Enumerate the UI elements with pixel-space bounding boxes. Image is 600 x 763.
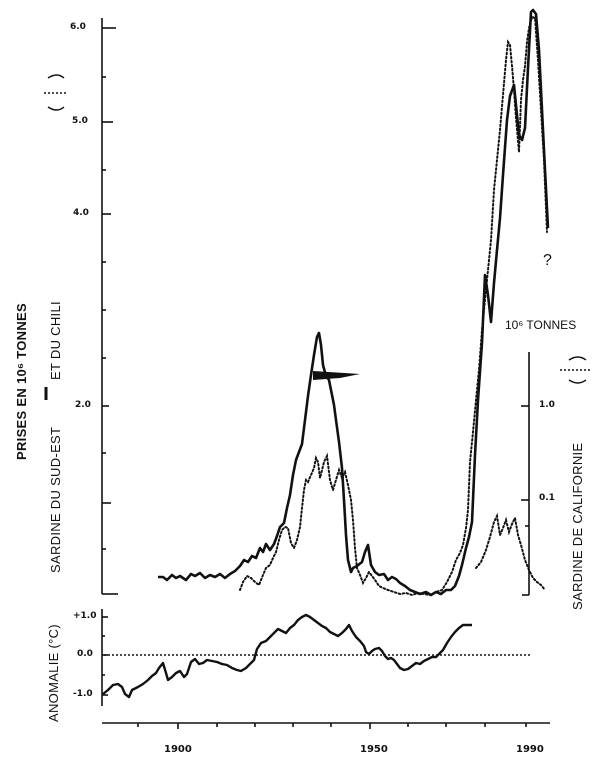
anomaly-tick-plus1: +1.0 xyxy=(73,611,97,621)
left-axis-title: PRISES EN 10⁶ TONNES xyxy=(14,303,29,460)
left-tick-5: 5.0 xyxy=(72,116,88,126)
x-tick-1900: 1900 xyxy=(164,744,192,755)
left-y-axis xyxy=(101,18,118,595)
legend-dotted-marker-right xyxy=(560,356,590,384)
annotation-question: ? xyxy=(543,252,552,269)
left-axis-series-label-a: SARDINE DU SUD-EST xyxy=(48,426,63,573)
right-axis-title: SARDINE DE CALIFORNIE xyxy=(570,442,585,610)
right-tick-1: 1.0 xyxy=(539,400,555,410)
left-tick-4: 4.0 xyxy=(73,208,89,218)
right-axis-unit: 10⁶ TONNES xyxy=(505,318,577,332)
series-solid-japan-chile xyxy=(158,8,550,597)
anomaly-axis-title: ANOMALIE (°C) xyxy=(46,624,61,722)
left-tick-6: 6.0 xyxy=(70,22,86,32)
series-anomaly xyxy=(102,613,472,699)
right-y-axis xyxy=(521,352,530,596)
anomaly-tick-minus1: -1.0 xyxy=(73,689,93,699)
x-axis xyxy=(102,722,550,729)
right-tick-01: 0.1 xyxy=(539,493,555,503)
left-axis-series-label-b: ET DU CHILI xyxy=(48,301,63,380)
left-tick-2: 2.0 xyxy=(75,400,91,410)
x-tick-1990: 1990 xyxy=(516,744,544,755)
anomaly-tick-0: 0.0 xyxy=(77,649,93,659)
series-dotted-california xyxy=(239,15,548,597)
series-dotted-california-tail xyxy=(475,512,546,591)
legend-dotted-marker-left xyxy=(44,74,68,111)
x-tick-1950: 1950 xyxy=(360,744,388,755)
peak-marker-artifact xyxy=(313,371,360,380)
